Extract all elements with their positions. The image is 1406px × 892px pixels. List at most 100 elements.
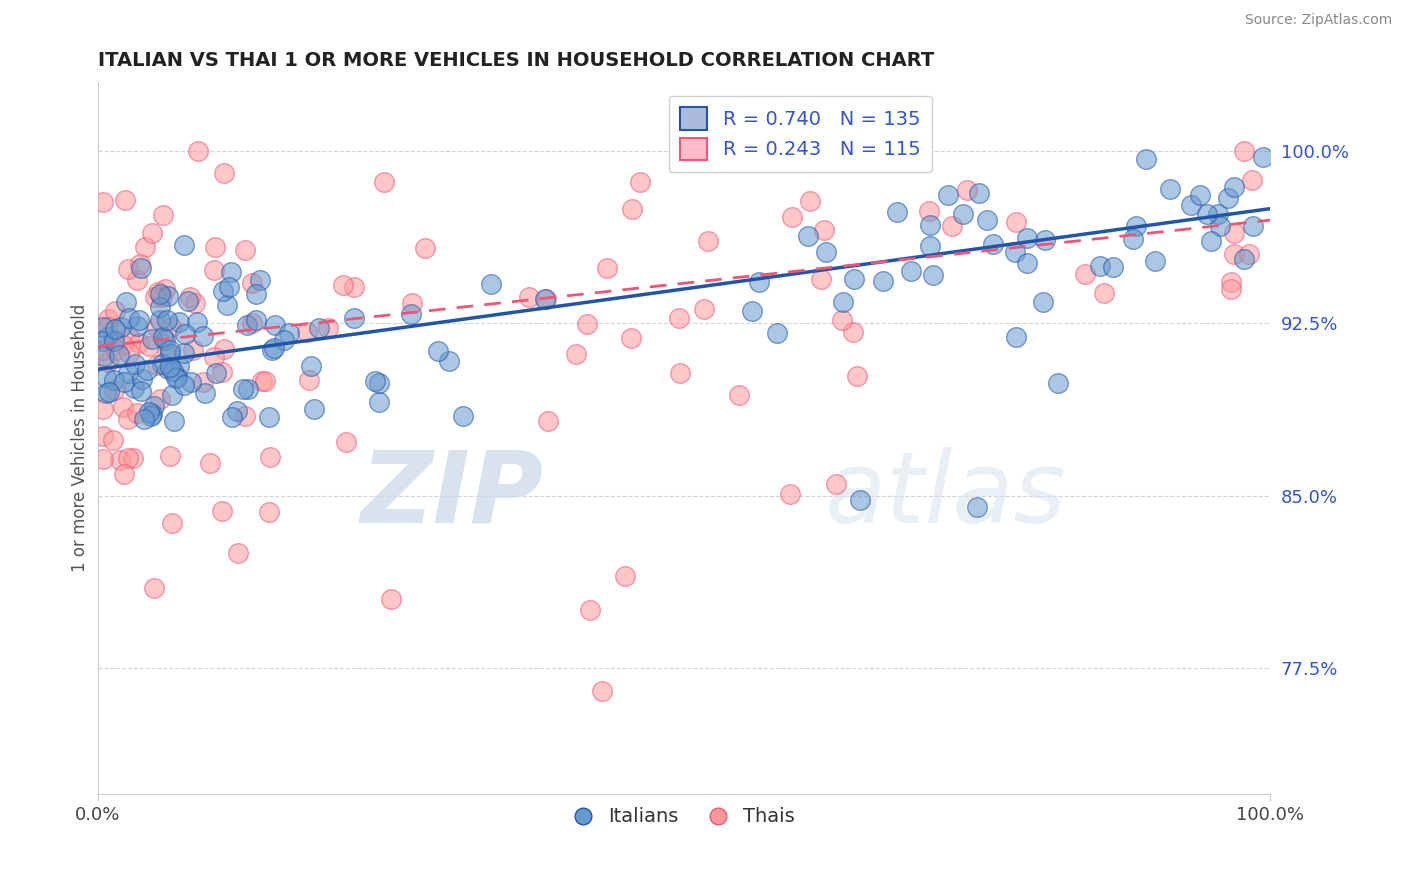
Point bbox=[162, 363, 184, 377]
Point bbox=[630, 176, 652, 190]
Point bbox=[920, 239, 942, 253]
Point bbox=[128, 257, 150, 271]
Point bbox=[101, 434, 124, 448]
Point bbox=[117, 261, 139, 276]
Point bbox=[668, 366, 690, 380]
Point bbox=[1195, 207, 1218, 221]
Point bbox=[93, 320, 115, 334]
Point bbox=[233, 409, 256, 423]
Point bbox=[97, 384, 120, 399]
Point bbox=[114, 194, 136, 208]
Point bbox=[1005, 330, 1028, 344]
Point bbox=[97, 319, 120, 334]
Point bbox=[1220, 282, 1243, 296]
Point bbox=[204, 350, 226, 364]
Point bbox=[1144, 254, 1167, 268]
Point bbox=[308, 321, 330, 335]
Point bbox=[373, 175, 395, 189]
Point bbox=[780, 210, 803, 224]
Point bbox=[299, 359, 322, 374]
Point bbox=[259, 450, 281, 464]
Point bbox=[235, 318, 257, 332]
Point bbox=[96, 386, 118, 401]
Point bbox=[1218, 191, 1240, 205]
Point bbox=[1199, 234, 1222, 248]
Point bbox=[204, 367, 226, 381]
Point bbox=[131, 372, 153, 386]
Point bbox=[846, 368, 869, 383]
Point bbox=[138, 405, 160, 419]
Point bbox=[183, 296, 205, 310]
Point bbox=[316, 321, 339, 335]
Point bbox=[152, 330, 174, 344]
Point bbox=[93, 334, 115, 348]
Point bbox=[1241, 219, 1264, 233]
Point bbox=[1033, 233, 1056, 247]
Point bbox=[167, 359, 190, 373]
Point bbox=[263, 341, 285, 355]
Point bbox=[139, 409, 162, 423]
Point bbox=[245, 287, 267, 301]
Point bbox=[117, 367, 139, 381]
Point bbox=[211, 504, 233, 518]
Point bbox=[332, 278, 354, 293]
Point bbox=[129, 384, 152, 398]
Point bbox=[941, 219, 963, 234]
Point bbox=[415, 241, 437, 255]
Point bbox=[297, 325, 319, 339]
Point bbox=[103, 373, 125, 387]
Point bbox=[191, 376, 214, 390]
Point bbox=[103, 303, 125, 318]
Point bbox=[238, 382, 260, 396]
Point bbox=[149, 392, 172, 406]
Point bbox=[93, 343, 115, 357]
Point bbox=[159, 347, 181, 361]
Point bbox=[1223, 226, 1246, 240]
Point bbox=[157, 289, 180, 303]
Point bbox=[1206, 207, 1229, 221]
Point bbox=[1222, 247, 1244, 261]
Point bbox=[1015, 256, 1038, 270]
Point bbox=[166, 369, 188, 384]
Point bbox=[536, 414, 558, 428]
Point bbox=[93, 429, 115, 443]
Point bbox=[125, 273, 148, 287]
Point bbox=[107, 348, 129, 362]
Point bbox=[922, 268, 945, 283]
Y-axis label: 1 or more Vehicles in Household: 1 or more Vehicles in Household bbox=[72, 304, 89, 573]
Point bbox=[1074, 268, 1097, 282]
Point bbox=[259, 410, 281, 425]
Point bbox=[96, 330, 118, 344]
Point bbox=[108, 452, 131, 467]
Point bbox=[779, 486, 801, 500]
Point bbox=[149, 301, 172, 315]
Point bbox=[439, 353, 461, 368]
Point bbox=[226, 546, 249, 560]
Point bbox=[128, 336, 150, 351]
Point bbox=[257, 505, 280, 519]
Point bbox=[146, 320, 169, 334]
Text: ZIP: ZIP bbox=[360, 447, 543, 543]
Point bbox=[103, 334, 125, 348]
Point bbox=[146, 358, 169, 372]
Point bbox=[132, 412, 155, 426]
Point bbox=[844, 272, 866, 286]
Text: Source: ZipAtlas.com: Source: ZipAtlas.com bbox=[1244, 13, 1392, 28]
Point bbox=[364, 374, 387, 388]
Point bbox=[596, 260, 619, 275]
Point bbox=[150, 357, 173, 371]
Point bbox=[956, 183, 979, 197]
Point bbox=[668, 310, 690, 325]
Point bbox=[111, 338, 134, 352]
Point bbox=[479, 277, 502, 291]
Point bbox=[110, 319, 132, 334]
Point bbox=[1159, 182, 1181, 196]
Point bbox=[1032, 294, 1054, 309]
Point bbox=[1189, 188, 1212, 202]
Text: ITALIAN VS THAI 1 OR MORE VEHICLES IN HOUSEHOLD CORRELATION CHART: ITALIAN VS THAI 1 OR MORE VEHICLES IN HO… bbox=[97, 51, 934, 70]
Point bbox=[748, 275, 770, 289]
Point bbox=[93, 195, 115, 210]
Point bbox=[159, 343, 181, 357]
Point bbox=[796, 228, 818, 243]
Point bbox=[966, 500, 988, 514]
